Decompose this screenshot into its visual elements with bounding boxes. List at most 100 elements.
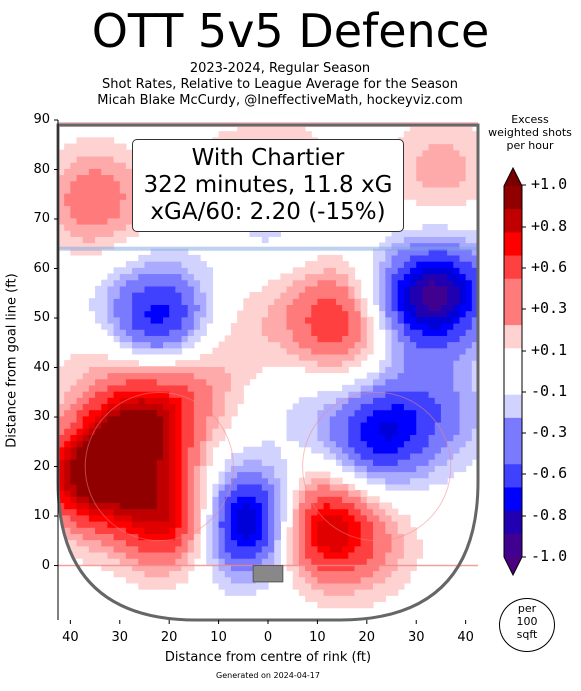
heatmap-cell [181,267,189,275]
heatmap-cell [391,242,399,250]
heatmap-cell [95,471,102,479]
heatmap-cell [471,267,478,275]
heatmap-cell [391,440,399,448]
heatmap-cell [88,366,96,374]
heatmap-cell [230,490,238,497]
heatmap-cell [88,199,96,206]
heatmap-cell [88,551,96,559]
heatmap-cell [150,477,158,485]
heatmap-cell [144,570,152,578]
heatmap-cell [181,496,189,504]
heatmap-cell [82,137,90,145]
heatmap-cell [465,143,473,151]
heatmap-cell [88,502,96,510]
heatmap-cell [366,465,374,473]
heatmap-cell [200,360,207,367]
heatmap-cell [397,322,405,330]
heatmap-cell [373,514,380,522]
heatmap-cell [76,180,84,188]
heatmap-cell [305,477,312,485]
heatmap-cell [243,322,251,330]
heatmap-cell [465,267,473,275]
heatmap-cell [138,545,146,553]
heatmap-cell [292,403,300,411]
heatmap-cell [298,310,306,318]
heatmap-cell [76,440,84,448]
heatmap-cell [156,452,164,460]
heatmap-cell [243,477,251,485]
heatmap-cell [206,304,214,312]
heatmap-cell [422,409,430,417]
heatmap-cell [305,589,312,596]
heatmap-cell [268,292,275,299]
heatmap-cell [416,155,424,163]
heatmap-cell [329,254,337,262]
heatmap-cell [156,446,164,454]
heatmap-cell [175,434,183,442]
heatmap-cell [434,285,442,293]
heatmap-cell [311,298,319,306]
heatmap-cell [422,131,430,138]
heatmap-cell [218,539,226,547]
heatmap-cell [101,162,109,169]
heatmap-cell [391,378,399,386]
heatmap-cell [317,595,325,603]
heatmap-cell [169,335,176,343]
heatmap-cell [119,273,127,281]
heatmap-cell [101,149,109,157]
colorbar-title-line: per hour [506,139,554,152]
heatmap-cell [169,502,176,510]
heatmap-cell [366,545,374,553]
heatmap-cell [156,533,164,541]
heatmap-cell [385,477,393,485]
heatmap-cell [305,347,312,355]
heatmap-cell [305,428,312,435]
heatmap-cell [403,304,411,312]
heatmap-cell [329,582,337,590]
heatmap-cell [274,341,281,349]
heatmap-cell [305,421,312,429]
heatmap-cell [181,279,189,287]
heatmap-cell [329,415,337,423]
heatmap-cell [95,446,102,454]
heatmap-cell [416,162,424,169]
heatmap-cell [317,298,325,306]
heatmap-cell [156,570,164,578]
heatmap-cell [292,421,300,429]
heatmap-cell [410,483,417,491]
heatmap-cell [311,446,319,454]
heatmap-cell [422,428,430,435]
heatmap-cell [138,298,146,306]
heatmap-cell [379,409,386,417]
heatmap-cell [317,434,325,442]
heatmap-cell [82,223,90,231]
heatmap-cell [200,465,207,473]
heatmap-cell [311,347,319,355]
heatmap-cell [169,496,176,504]
heatmap-cell [403,366,411,374]
heatmap-cell [125,391,133,398]
heatmap-cell [397,520,405,528]
heatmap-cell [82,465,90,473]
heatmap-cell [156,421,164,429]
heatmap-cell [169,533,176,541]
heatmap-cell [397,372,405,380]
heatmap-cell [255,459,263,466]
heatmap-cell [261,360,269,367]
heatmap-cell [88,434,96,442]
heatmap-cell [101,366,109,374]
heatmap-cell [280,298,288,306]
heatmap-cell [280,514,288,522]
heatmap-cell [156,372,164,380]
heatmap-cell [397,267,405,275]
heatmap-cell [391,254,399,262]
heatmap-cell [64,143,71,151]
heatmap-cell [95,459,102,466]
heatmap-cell [373,465,380,473]
heatmap-cell [88,514,96,522]
heatmap-cell [156,285,164,293]
heatmap-cell [101,415,109,423]
heatmap-cell [329,347,337,355]
heatmap-cell [163,279,170,287]
heatmap-cell [212,384,220,392]
